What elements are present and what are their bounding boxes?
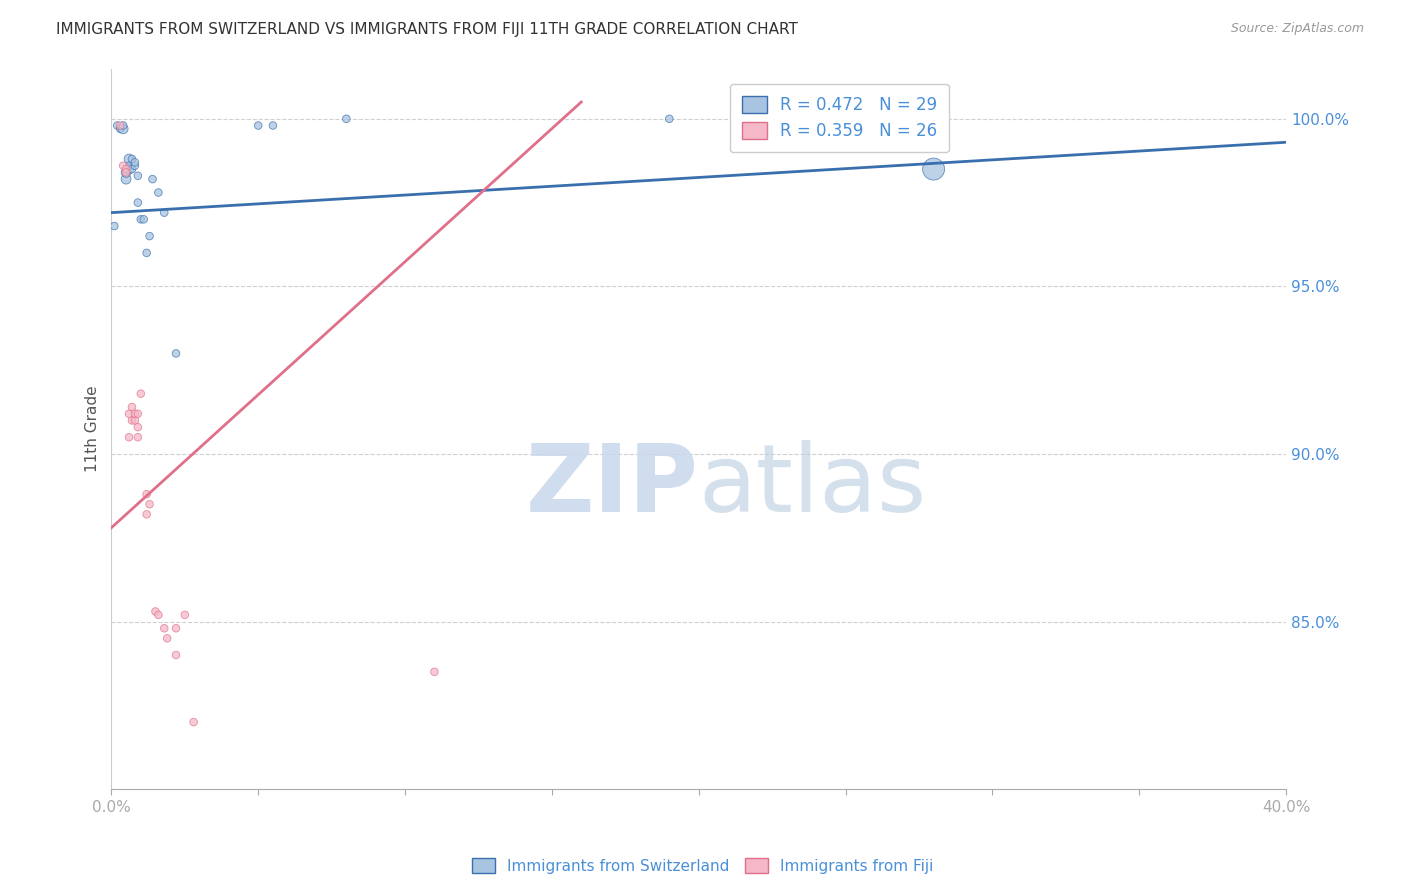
Point bbox=[165, 621, 187, 635]
Point bbox=[127, 407, 149, 421]
Point bbox=[129, 386, 152, 401]
Point bbox=[148, 607, 170, 622]
Text: ZIP: ZIP bbox=[526, 441, 699, 533]
Point bbox=[118, 152, 141, 166]
Point bbox=[145, 605, 167, 619]
Point bbox=[127, 420, 149, 434]
Point bbox=[658, 112, 681, 126]
Point bbox=[118, 162, 141, 177]
Legend: Immigrants from Switzerland, Immigrants from Fiji: Immigrants from Switzerland, Immigrants … bbox=[467, 852, 939, 880]
Point bbox=[153, 205, 176, 219]
Point bbox=[135, 487, 157, 501]
Point bbox=[148, 186, 170, 200]
Point bbox=[121, 400, 143, 414]
Text: IMMIGRANTS FROM SWITZERLAND VS IMMIGRANTS FROM FIJI 11TH GRADE CORRELATION CHART: IMMIGRANTS FROM SWITZERLAND VS IMMIGRANT… bbox=[56, 22, 799, 37]
Point bbox=[124, 407, 146, 421]
Point bbox=[183, 715, 205, 730]
Point bbox=[127, 169, 149, 183]
Point bbox=[118, 407, 141, 421]
Point bbox=[103, 219, 125, 233]
Point bbox=[124, 413, 146, 427]
Point bbox=[118, 430, 141, 444]
Point bbox=[115, 162, 138, 177]
Point bbox=[121, 413, 143, 427]
Point bbox=[118, 159, 141, 173]
Point bbox=[423, 665, 446, 679]
Legend: R = 0.472   N = 29, R = 0.359   N = 26: R = 0.472 N = 29, R = 0.359 N = 26 bbox=[730, 84, 949, 152]
Point bbox=[262, 119, 284, 133]
Point bbox=[165, 648, 187, 662]
Point bbox=[110, 119, 132, 133]
Point bbox=[124, 155, 146, 169]
Point bbox=[156, 632, 179, 646]
Point bbox=[129, 212, 152, 227]
Point bbox=[335, 112, 357, 126]
Point bbox=[127, 430, 149, 444]
Y-axis label: 11th Grade: 11th Grade bbox=[86, 385, 100, 472]
Point bbox=[121, 162, 143, 177]
Point bbox=[153, 621, 176, 635]
Point bbox=[110, 121, 132, 136]
Point bbox=[115, 165, 138, 179]
Point bbox=[112, 121, 135, 136]
Point bbox=[112, 119, 135, 133]
Point bbox=[132, 212, 155, 227]
Point bbox=[115, 165, 138, 179]
Point bbox=[173, 607, 195, 622]
Point bbox=[141, 172, 163, 186]
Point bbox=[105, 119, 128, 133]
Text: atlas: atlas bbox=[699, 441, 927, 533]
Point bbox=[127, 195, 149, 210]
Point bbox=[922, 162, 945, 177]
Point bbox=[138, 497, 160, 511]
Point bbox=[247, 119, 270, 133]
Point bbox=[135, 245, 157, 260]
Point bbox=[112, 159, 135, 173]
Point bbox=[124, 159, 146, 173]
Point bbox=[115, 172, 138, 186]
Point bbox=[165, 346, 187, 360]
Text: Source: ZipAtlas.com: Source: ZipAtlas.com bbox=[1230, 22, 1364, 36]
Point bbox=[138, 229, 160, 244]
Point bbox=[121, 152, 143, 166]
Point bbox=[135, 508, 157, 522]
